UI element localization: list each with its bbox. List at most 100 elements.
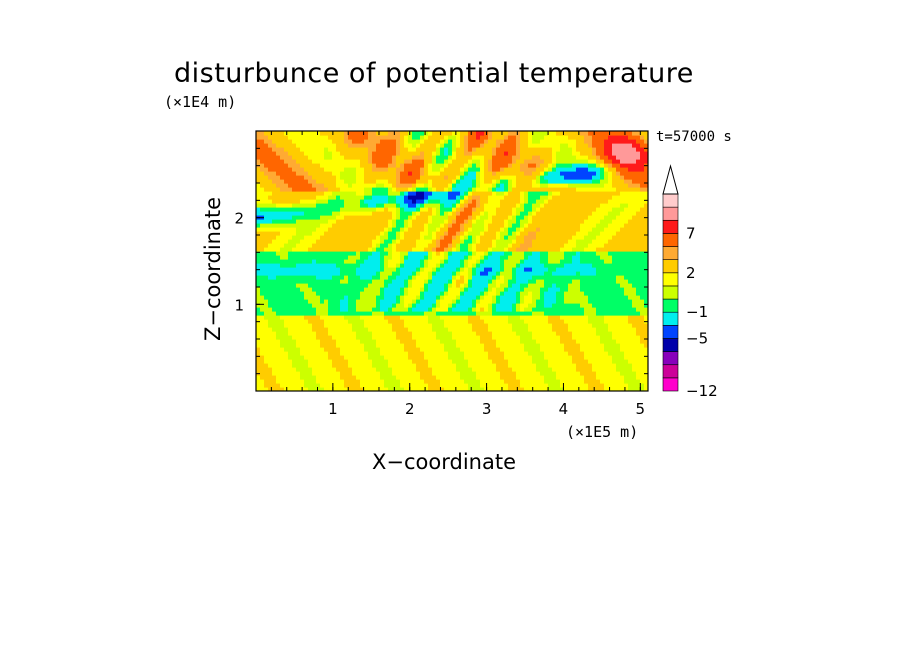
- contour-cell: [352, 315, 357, 320]
- contour-cell: [256, 239, 261, 244]
- contour-cell: [324, 239, 329, 244]
- contour-cell: [512, 371, 517, 376]
- contour-cell: [488, 299, 493, 304]
- contour-cell: [328, 235, 333, 240]
- contour-cell: [292, 147, 297, 152]
- contour-cell: [420, 167, 425, 172]
- contour-cell: [540, 283, 545, 288]
- contour-cell: [420, 159, 425, 164]
- contour-cell: [444, 207, 449, 212]
- contour-cell: [308, 375, 313, 380]
- contour-cell: [364, 371, 369, 376]
- contour-cell: [408, 191, 413, 196]
- contour-cell: [452, 203, 457, 208]
- contour-cell: [376, 335, 381, 340]
- contour-cell: [268, 287, 273, 292]
- contour-cell: [500, 203, 505, 208]
- contour-cell: [284, 219, 289, 224]
- contour-cell: [556, 215, 561, 220]
- contour-cell: [324, 131, 329, 136]
- contour-cell: [560, 219, 565, 224]
- contour-cell: [300, 151, 305, 156]
- contour-cell: [344, 367, 349, 372]
- contour-cell: [456, 223, 461, 228]
- contour-cell: [304, 331, 309, 336]
- contour-cell: [388, 187, 393, 192]
- contour-cell: [508, 167, 513, 172]
- contour-cell: [436, 151, 441, 156]
- contour-cell: [476, 211, 481, 216]
- contour-cell: [540, 191, 545, 196]
- contour-cell: [340, 135, 345, 140]
- contour-cell: [384, 279, 389, 284]
- contour-cell: [340, 259, 345, 264]
- contour-cell: [412, 175, 417, 180]
- contour-cell: [428, 131, 433, 136]
- contour-cell: [260, 379, 265, 384]
- contour-cell: [308, 291, 313, 296]
- contour-cell: [352, 135, 357, 140]
- contour-cell: [552, 307, 557, 312]
- contour-cell: [512, 339, 517, 344]
- contour-cell: [472, 187, 477, 192]
- contour-cell: [504, 291, 509, 296]
- contour-cell: [412, 155, 417, 160]
- contour-cell: [392, 371, 397, 376]
- contour-cell: [520, 163, 525, 168]
- contour-cell: [484, 191, 489, 196]
- contour-cell: [492, 299, 497, 304]
- contour-cell: [348, 183, 353, 188]
- contour-cell: [544, 147, 549, 152]
- contour-cell: [464, 319, 469, 324]
- contour-cell: [436, 207, 441, 212]
- contour-cell: [384, 171, 389, 176]
- contour-cell: [384, 379, 389, 384]
- contour-cell: [424, 163, 429, 168]
- contour-cell: [452, 247, 457, 252]
- contour-cell: [452, 359, 457, 364]
- contour-cell: [416, 167, 421, 172]
- contour-cell: [412, 267, 417, 272]
- contour-cell: [552, 215, 557, 220]
- contour-cell: [484, 151, 489, 156]
- contour-cell: [284, 223, 289, 228]
- contour-cell: [456, 199, 461, 204]
- contour-cell: [448, 175, 453, 180]
- contour-cell: [340, 239, 345, 244]
- contour-cell: [516, 303, 521, 308]
- contour-cell: [472, 355, 477, 360]
- contour-cell: [336, 203, 341, 208]
- contour-cell: [480, 171, 485, 176]
- contour-cell: [540, 163, 545, 168]
- contour-cell: [508, 191, 513, 196]
- contour-cell: [276, 291, 281, 296]
- contour-cell: [280, 183, 285, 188]
- contour-cell: [440, 267, 445, 272]
- contour-cell: [348, 251, 353, 256]
- contour-cell: [360, 171, 365, 176]
- contour-cell: [472, 199, 477, 204]
- contour-cell: [312, 187, 317, 192]
- contour-cell: [480, 375, 485, 380]
- contour-cell: [368, 135, 373, 140]
- contour-cell: [396, 383, 401, 388]
- contour-cell: [444, 367, 449, 372]
- contour-cell: [360, 287, 365, 292]
- contour-cell: [516, 239, 521, 244]
- contour-cell: [260, 167, 265, 172]
- contour-cell: [380, 331, 385, 336]
- contour-cell: [456, 343, 461, 348]
- contour-cell: [428, 251, 433, 256]
- contour-cell: [296, 175, 301, 180]
- contour-cell: [256, 275, 261, 280]
- contour-cell: [504, 279, 509, 284]
- contour-cell: [488, 231, 493, 236]
- contour-cell: [408, 387, 413, 391]
- contour-cell: [496, 207, 501, 212]
- contour-cell: [292, 299, 297, 304]
- contour-cell: [264, 195, 269, 200]
- contour-cell: [528, 379, 533, 384]
- contour-cell: [544, 139, 549, 144]
- contour-cell: [276, 331, 281, 336]
- contour-cell: [480, 259, 485, 264]
